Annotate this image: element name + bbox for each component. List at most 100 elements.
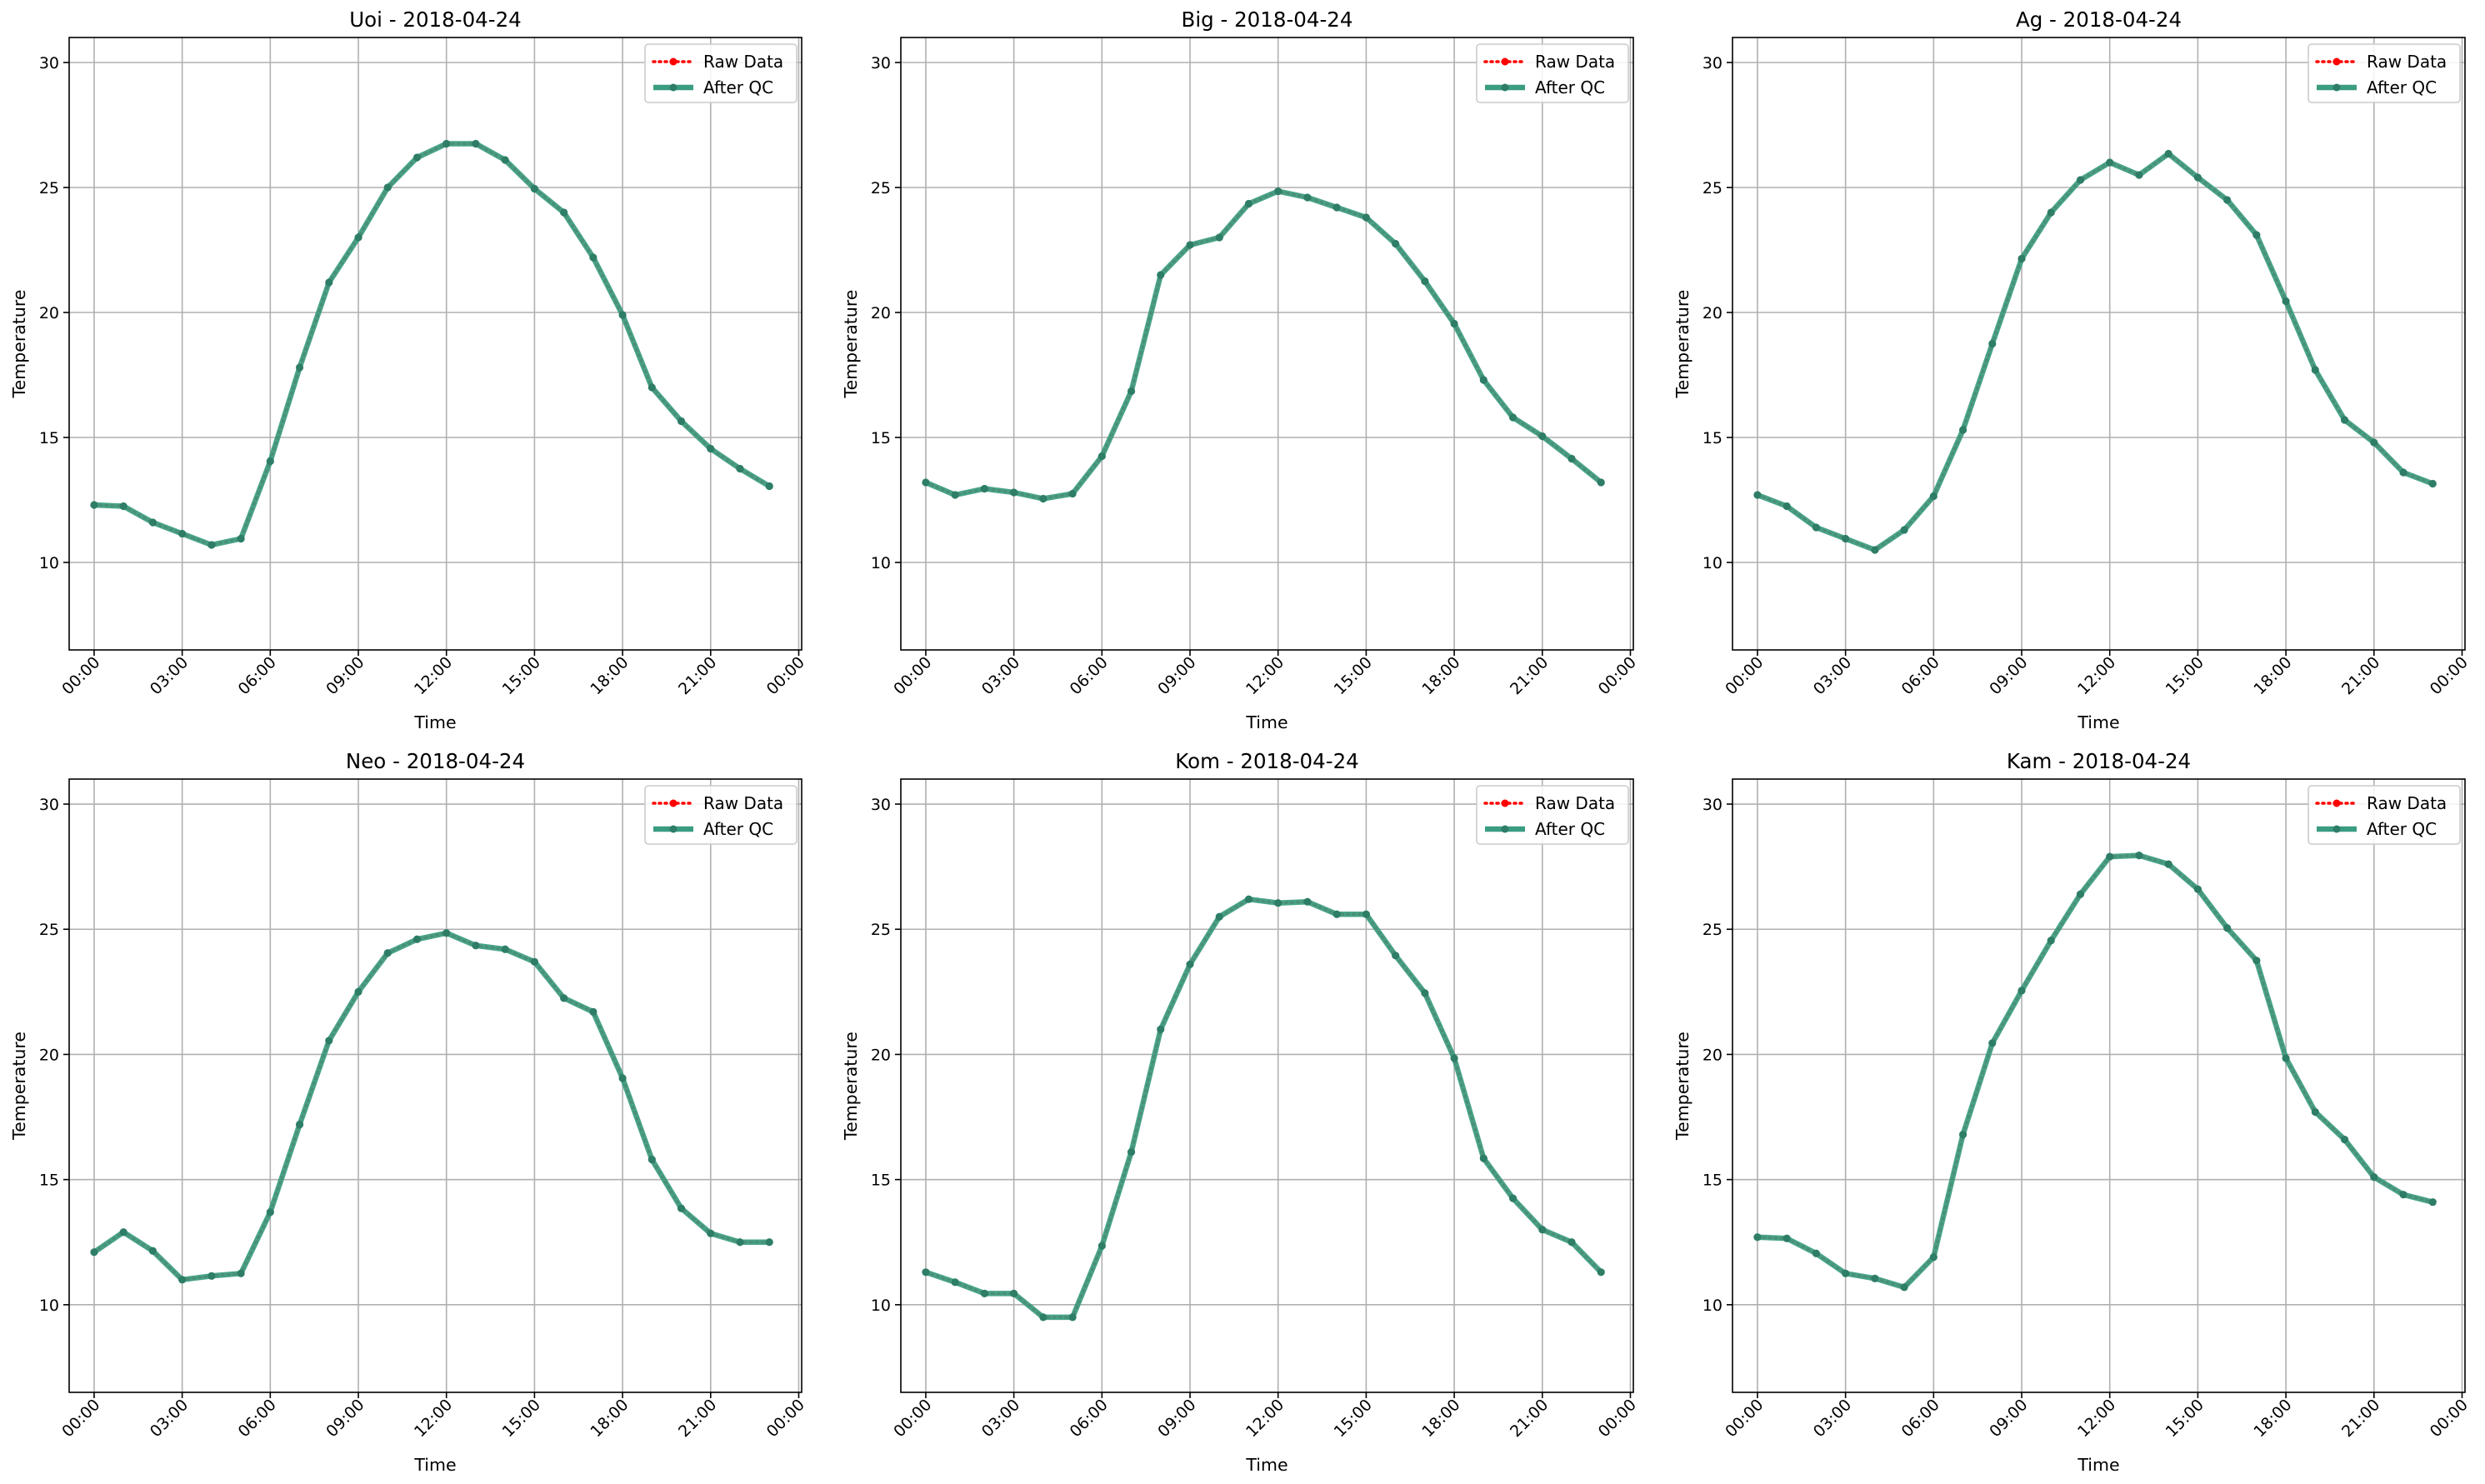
y-tick-label: 30 [871,54,891,72]
after-qc-point [1068,1313,1077,1322]
after-qc-point [530,184,539,193]
x-axis-label: Time [2077,712,2119,732]
after-qc-point [1753,491,1762,499]
after-qc-point [2340,1135,2349,1144]
after-qc-point [1450,319,1458,328]
after-qc-point [1508,1194,1518,1202]
legend-qc-marker [669,825,678,833]
after-qc-point [442,929,451,937]
after-qc-point [1421,989,1429,997]
after-qc-point [325,278,333,287]
after-qc-point [178,529,187,538]
after-qc-point [2106,158,2114,167]
after-qc-point [148,518,158,527]
subplot-title: Neo - 2018-04-24 [346,749,525,773]
after-qc-point [148,1247,158,1255]
after-qc-point [765,482,773,491]
after-qc-point [618,1074,627,1082]
after-qc-point [1929,492,1938,501]
after-qc-point [1392,952,1400,960]
after-qc-point [1039,494,1048,503]
series-after-qc [1753,852,2437,1292]
y-tick-label: 10 [871,1297,891,1315]
legend: Raw Data After QC [1476,43,1629,103]
after-qc-point [2370,1173,2378,1182]
y-tick-label: 20 [871,304,891,322]
after-qc-point [1753,1233,1762,1242]
y-tick-label: 25 [39,921,59,939]
after-qc-point [237,1269,245,1277]
after-qc-point [354,987,362,996]
axes-frame [900,778,1634,1393]
axes-frame [1732,778,2466,1393]
after-qc-point [2399,1191,2408,1199]
after-qc-line [922,896,1604,1321]
after-qc-line [91,930,772,1283]
after-qc-point [1929,1253,1938,1262]
after-qc-point [1362,213,1371,222]
after-qc-line [922,188,1604,502]
y-tick-label: 20 [39,1046,59,1064]
after-qc-point [1958,426,1968,434]
legend-qc-marker [1501,825,1509,833]
after-qc-point [208,541,216,549]
after-qc-point [2223,924,2232,932]
after-qc-point [295,1120,304,1129]
y-axis-label: Temperature [9,1032,29,1141]
after-qc-point [119,1228,128,1237]
y-tick-label: 25 [871,921,891,939]
after-qc-point [530,957,539,966]
after-qc-point [1568,454,1576,463]
after-qc-line [1754,852,2436,1291]
y-tick-label: 20 [1702,1046,1722,1064]
after-qc-point [560,208,568,217]
after-qc-point [208,1272,216,1280]
legend: Raw Data After QC [644,785,798,845]
after-qc-point [1782,502,1791,511]
after-qc-point [922,478,930,487]
after-qc-point [1157,1025,1165,1034]
after-qc-point [560,994,568,1002]
after-qc-point [90,1248,98,1257]
after-qc-point [1812,1249,1821,1257]
after-qc-point [980,1289,989,1297]
after-qc-point [501,945,509,953]
after-qc-point [1215,233,1223,242]
after-qc-point [2340,416,2349,424]
after-qc-point [980,484,989,493]
after-qc-point [707,444,715,453]
after-qc-point [1127,387,1136,396]
after-qc-point [1782,1234,1791,1242]
after-qc-point [707,1229,715,1237]
axes-frame [68,778,802,1393]
legend-qc-marker [669,83,678,92]
after-qc-point [1538,432,1547,441]
after-qc-point [1479,376,1488,384]
after-qc-point [383,183,392,192]
y-tick-label: 25 [871,179,891,197]
y-tick-label: 25 [1702,179,1722,197]
after-qc-point [1842,1269,1850,1277]
after-qc-point [1900,1283,1908,1292]
legend-raw-label: Raw Data [703,793,783,813]
series-after-qc [922,895,1605,1322]
after-qc-point [2282,297,2290,306]
after-qc-point [237,534,245,543]
after-qc-point [677,1204,686,1212]
y-tick-label: 15 [871,429,891,447]
after-qc-point [1597,1268,1605,1277]
legend-raw-label: Raw Data [703,52,783,72]
y-tick-label: 15 [39,1172,59,1190]
after-qc-point [1098,1242,1106,1250]
subplot-title: Ag - 2018-04-24 [2016,7,2182,32]
legend-qc-label: After QC [2367,819,2437,839]
after-qc-point [1871,546,1879,554]
after-qc-point [765,1238,773,1247]
after-qc-point [2252,231,2261,239]
after-qc-point [472,139,480,148]
after-qc-point [266,1208,274,1217]
after-qc-point [1568,1238,1576,1247]
